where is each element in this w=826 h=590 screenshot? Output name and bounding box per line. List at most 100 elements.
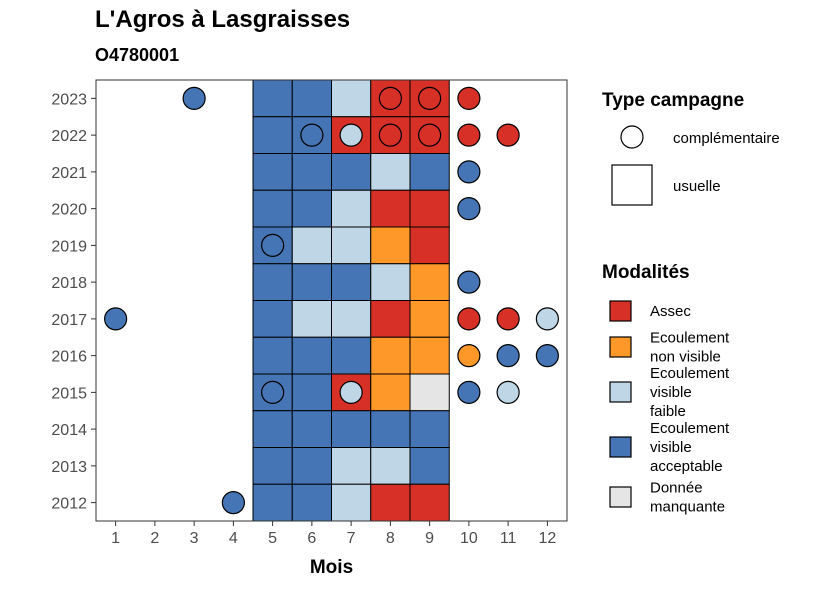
tile-2020-6 xyxy=(291,189,332,228)
tile-2016-6 xyxy=(291,336,332,375)
point-2021-10 xyxy=(457,160,481,184)
tile-2021-6 xyxy=(291,153,332,191)
legend-complementaire-label: complémentaire xyxy=(673,130,780,147)
legend-modalite-label-2-2: faible xyxy=(650,403,686,420)
tile-2015-9 xyxy=(409,373,450,412)
tile-2023-7 xyxy=(331,79,372,118)
y-axis: 2012 2013 2014 2015 2016 2017 2018 2019 2020 2021… xyxy=(51,91,96,513)
y-tick-label-2016: 2016 xyxy=(51,349,87,366)
point-2022-10 xyxy=(457,123,481,147)
x-tick-label-11: 11 xyxy=(500,530,517,547)
point-2017-1 xyxy=(104,307,128,331)
tile-2013-8 xyxy=(370,447,411,485)
tile-2020-8 xyxy=(370,189,411,228)
point-2022-6 xyxy=(300,123,324,147)
legend-modalite-label-3-1: visible xyxy=(650,439,692,456)
legend-type-campagne: Type campagne complémentaire usuelle xyxy=(602,90,780,206)
y-tick-label-2022: 2022 xyxy=(51,128,87,145)
tile-2020-5 xyxy=(252,189,293,228)
y-tick-label-2013: 2013 xyxy=(51,459,87,476)
x-tick-label-7: 7 xyxy=(347,530,356,547)
point-layer xyxy=(104,86,559,515)
legend-modalite-key-0 xyxy=(609,300,632,322)
tile-2018-8 xyxy=(370,263,411,301)
legend-modalites-title: Modalités xyxy=(602,262,690,283)
y-tick-label-2023: 2023 xyxy=(51,91,87,108)
tile-2019-7 xyxy=(331,226,372,265)
tile-2014-7 xyxy=(331,410,372,448)
legend-complementaire-key xyxy=(620,125,644,149)
tile-2012-6 xyxy=(291,483,332,522)
point-2023-3 xyxy=(182,86,206,110)
tile-2019-9 xyxy=(409,226,450,265)
x-tick-label-10: 10 xyxy=(460,530,478,547)
chart-subtitle: O4780001 xyxy=(95,45,180,65)
tile-2019-6 xyxy=(291,226,332,265)
tile-2015-6 xyxy=(291,373,332,412)
tile-2017-5 xyxy=(252,300,293,338)
legend-modalite-label-4-1: manquante xyxy=(650,499,725,516)
tile-2023-6 xyxy=(291,79,332,118)
x-tick-label-3: 3 xyxy=(190,530,199,547)
tile-2014-9 xyxy=(409,410,450,448)
point-2015-11 xyxy=(496,380,520,404)
tile-2020-9 xyxy=(409,189,450,228)
legend-modalite-label-4-0: Donnée xyxy=(650,480,703,497)
legend-modalite-label-2-0: Ecoulement xyxy=(650,365,730,382)
tile-2017-8 xyxy=(370,300,411,338)
tile-2016-5 xyxy=(252,336,293,375)
point-2019-5 xyxy=(261,233,285,257)
y-tick-label-2020: 2020 xyxy=(51,202,87,219)
legend-modalite-label-3-0: Ecoulement xyxy=(650,420,730,437)
point-2022-8 xyxy=(378,123,402,147)
tile-2017-6 xyxy=(291,300,332,338)
tile-2020-7 xyxy=(331,189,372,228)
tile-2021-8 xyxy=(370,153,411,191)
x-tick-label-5: 5 xyxy=(268,530,277,547)
x-tick-label-8: 8 xyxy=(386,530,395,547)
tile-2014-6 xyxy=(291,410,332,448)
point-2022-11 xyxy=(496,123,520,147)
chart-title: L'Agros à Lasgraisses xyxy=(95,6,351,33)
x-tick-label-9: 9 xyxy=(425,530,434,547)
point-2023-9 xyxy=(418,86,442,110)
legend-modalite-key-3 xyxy=(609,436,632,458)
tile-2021-9 xyxy=(409,153,450,191)
tile-2013-5 xyxy=(252,447,293,485)
tile-2023-5 xyxy=(252,79,293,118)
point-2016-11 xyxy=(496,344,520,368)
tile-2018-5 xyxy=(252,263,293,301)
x-tick-label-1: 1 xyxy=(111,530,120,547)
point-2016-12 xyxy=(535,344,559,368)
tile-2013-6 xyxy=(291,447,332,485)
tile-2018-6 xyxy=(291,263,332,301)
y-tick-label-2015: 2015 xyxy=(51,385,87,402)
y-tick-label-2014: 2014 xyxy=(51,422,87,439)
legend-modalite-key-1 xyxy=(609,336,632,358)
tile-2012-8 xyxy=(370,483,411,522)
point-2012-4 xyxy=(221,491,245,515)
x-tick-label-12: 12 xyxy=(538,530,556,547)
point-2016-10 xyxy=(457,344,481,368)
legend-usuelle-key xyxy=(611,164,653,206)
x-axis-title: Mois xyxy=(310,557,353,578)
tile-2018-9 xyxy=(409,263,450,301)
legend-modalite-label-2-1: visible xyxy=(650,384,692,401)
legend-usuelle-label: usuelle xyxy=(673,178,721,195)
point-2022-9 xyxy=(418,123,442,147)
point-2017-12 xyxy=(535,307,559,331)
tile-2013-9 xyxy=(409,447,450,485)
tile-2021-7 xyxy=(331,153,372,191)
tile-2013-7 xyxy=(331,447,372,485)
legend-modalite-label-3-2: acceptable xyxy=(650,458,723,475)
plot-panel-border xyxy=(95,79,568,522)
tile-2017-9 xyxy=(409,300,450,338)
tile-2015-8 xyxy=(370,373,411,412)
point-2020-10 xyxy=(457,197,481,221)
legend-campaign-title: Type campagne xyxy=(602,90,744,111)
point-2023-8 xyxy=(378,86,402,110)
point-2017-11 xyxy=(496,307,520,331)
legend-modalite-label-1-0: Ecoulement xyxy=(650,330,730,347)
tile-2019-8 xyxy=(370,226,411,265)
